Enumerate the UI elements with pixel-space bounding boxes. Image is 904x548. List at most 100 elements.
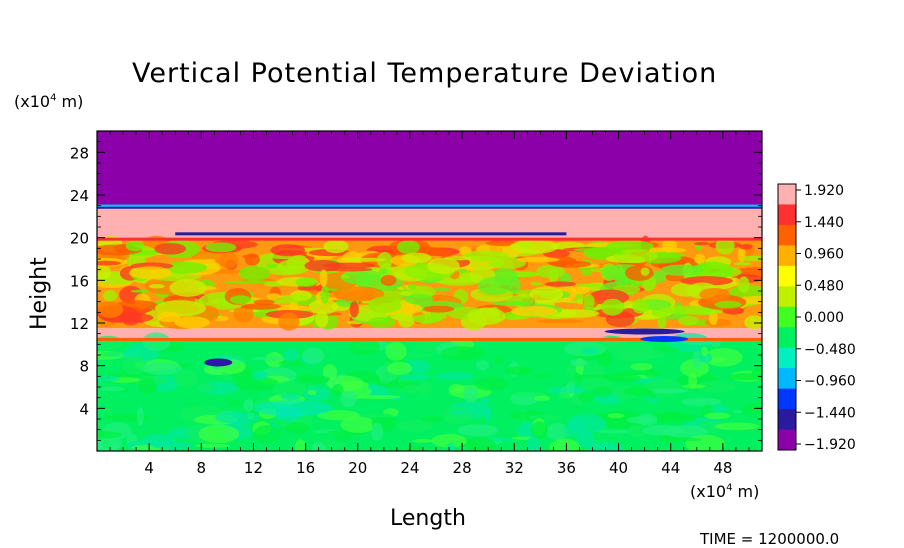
- texture-blob: [448, 410, 474, 414]
- texture-blob: [653, 447, 672, 451]
- texture-blob: [317, 410, 360, 421]
- texture-blob: [535, 319, 585, 324]
- texture-blob: [549, 438, 581, 451]
- texture-blob: [319, 269, 328, 287]
- texture-blob: [626, 424, 647, 438]
- y-tick-label: 8: [79, 358, 89, 376]
- texture-blob: [659, 415, 671, 422]
- y-tick-label: 20: [70, 230, 89, 248]
- x-tick: 4: [144, 131, 154, 477]
- heatmap-field: [97, 131, 762, 451]
- texture-blob: [304, 259, 342, 272]
- band-20r: [97, 237, 762, 241]
- x-tick: 28: [453, 131, 472, 477]
- y-tick-label: 16: [70, 272, 89, 290]
- texture-blob: [550, 309, 600, 318]
- colorbar-cell: [778, 224, 796, 236]
- texture-blob: [141, 362, 183, 375]
- texture-blob: [205, 242, 237, 253]
- texture-blob: [334, 435, 352, 442]
- colorbar-cell: [778, 296, 796, 308]
- texture-blob: [307, 389, 317, 396]
- colorbar-cell: [778, 306, 796, 318]
- texture-blob: [100, 386, 126, 392]
- texture-blob: [228, 400, 242, 406]
- texture-blob: [253, 425, 281, 444]
- texture-blob: [148, 284, 165, 289]
- texture-blob: [125, 240, 145, 252]
- texture-blob: [219, 252, 239, 269]
- texture-blob: [615, 371, 653, 376]
- texture-blob: [615, 272, 629, 287]
- colorbar-cell: [778, 235, 796, 246]
- texture-blob: [102, 290, 118, 302]
- texture-blob: [340, 390, 357, 408]
- texture-blob: [536, 264, 566, 279]
- texture-blob: [405, 293, 434, 305]
- x-tick: 16: [296, 131, 315, 477]
- texture-blob: [280, 393, 301, 401]
- texture-blob: [266, 263, 278, 269]
- x-axis-label: Length: [390, 506, 466, 531]
- colorbar-cell: [778, 286, 796, 298]
- texture-blob: [311, 442, 326, 451]
- texture-blob: [531, 421, 548, 439]
- texture-blob: [356, 271, 372, 289]
- texture-blob: [390, 312, 406, 320]
- texture-blob: [169, 279, 207, 297]
- colorbar-cell: [778, 214, 796, 226]
- texture-blob: [612, 249, 658, 263]
- texture-blob: [161, 261, 208, 274]
- texture-blob: [343, 257, 388, 262]
- texture-blob: [574, 283, 604, 287]
- texture-blob: [215, 411, 261, 424]
- texture-blob: [299, 374, 311, 384]
- texture-blob: [331, 383, 344, 396]
- texture-blob: [397, 420, 434, 433]
- texture-blob: [229, 295, 252, 305]
- texture-blob: [423, 305, 455, 313]
- texture-blob: [463, 385, 479, 403]
- y-tick-label: 12: [70, 315, 89, 333]
- texture-blob: [251, 356, 289, 361]
- colorbar-cell: [778, 347, 796, 359]
- texture-blob: [660, 264, 704, 276]
- colorbar-cell: [778, 276, 796, 287]
- colorbar-tick: −1.920: [796, 437, 856, 453]
- texture-blob: [434, 287, 450, 292]
- colorbar-cell: [778, 439, 796, 451]
- texture-blob: [751, 365, 762, 381]
- x-tick: 12: [244, 131, 263, 477]
- texture-blob: [462, 250, 509, 262]
- texture-blob: [694, 253, 706, 265]
- x-tick-label: 36: [557, 459, 576, 477]
- texture-blob: [122, 355, 148, 375]
- texture-blob: [740, 402, 762, 419]
- layer-upper: [97, 131, 762, 206]
- texture-blob: [174, 316, 210, 329]
- texture-blob: [662, 238, 677, 253]
- blue-feature: [204, 358, 233, 367]
- texture-blob: [266, 293, 282, 300]
- texture-blob: [387, 361, 413, 376]
- texture-blob: [694, 241, 710, 246]
- texture-blob: [623, 386, 652, 396]
- x-tick: 20: [348, 131, 367, 477]
- x-tick-label: 44: [661, 459, 680, 477]
- texture-blob: [380, 274, 397, 286]
- texture-blob: [476, 360, 489, 371]
- x-tick: 40: [609, 131, 628, 477]
- texture-blob: [340, 274, 350, 279]
- y-tick: 8: [79, 358, 762, 376]
- texture-blob: [434, 372, 473, 381]
- texture-blob: [592, 387, 613, 397]
- texture-blob: [544, 281, 576, 287]
- texture-blob: [550, 260, 592, 268]
- texture-blob: [340, 416, 376, 433]
- colorbar-cell: [778, 398, 796, 410]
- colorbar-tick-label: −1.920: [804, 437, 856, 453]
- x-tick: 44: [661, 131, 680, 477]
- texture-blob: [532, 374, 552, 379]
- texture-blob: [320, 286, 330, 304]
